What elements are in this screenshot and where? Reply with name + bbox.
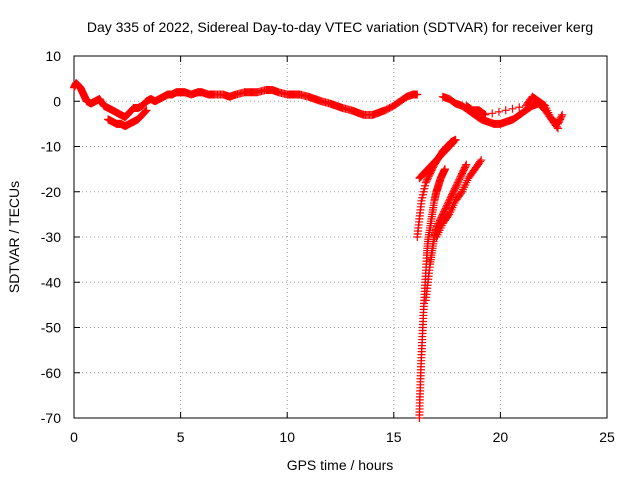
x-axis-label: GPS time / hours <box>287 457 394 473</box>
data-point <box>448 139 457 148</box>
y-tick-label: -20 <box>41 184 61 200</box>
y-tick-label: -10 <box>41 139 61 155</box>
y-tick-label: -70 <box>41 410 61 426</box>
data-point <box>142 106 151 115</box>
data-point <box>552 122 561 131</box>
chart-title: Day 335 of 2022, Sidereal Day-to-day VTE… <box>87 19 593 35</box>
series-upper-arc <box>415 137 458 183</box>
x-tick-label: 5 <box>177 429 185 445</box>
series-late-track-branch <box>462 92 562 133</box>
y-tick-label: -30 <box>41 229 61 245</box>
x-tick-label: 20 <box>493 429 509 445</box>
y-axis-label: SDTVAR / TECUs <box>6 181 22 293</box>
data-point <box>494 107 503 116</box>
data-point <box>141 107 150 116</box>
data-point <box>461 162 470 171</box>
data-point <box>141 107 150 116</box>
y-tick-label: -40 <box>41 274 61 290</box>
data-point <box>515 103 524 112</box>
data-point <box>477 156 486 165</box>
y-axis: 10 0 -10 -20 -30 -40 -50 -60 -70 <box>41 48 607 426</box>
series-dip-track-3 <box>432 156 486 241</box>
data-points <box>70 79 567 422</box>
data-point <box>448 138 457 147</box>
y-tick-label: -50 <box>41 320 61 336</box>
data-point <box>488 109 497 118</box>
data-point <box>480 110 489 119</box>
series-main-track-lower <box>104 106 151 131</box>
x-tick-label: 10 <box>279 429 295 445</box>
x-axis: 0 5 10 15 20 25 <box>70 56 615 445</box>
y-tick-label: 10 <box>45 48 61 64</box>
data-point <box>508 104 517 113</box>
data-point <box>501 106 510 115</box>
data-point <box>440 165 449 174</box>
data-point <box>553 124 562 133</box>
data-point <box>449 137 458 146</box>
data-point <box>557 112 566 121</box>
x-tick-label: 25 <box>599 429 615 445</box>
y-tick-label: 0 <box>53 93 61 109</box>
data-point <box>558 110 567 119</box>
data-point <box>476 157 485 166</box>
series-main-track <box>70 79 422 122</box>
y-tick-label: -60 <box>41 365 61 381</box>
grid-lines <box>74 56 607 418</box>
data-point <box>462 160 471 169</box>
x-tick-label: 0 <box>70 429 78 445</box>
x-tick-label: 15 <box>386 429 402 445</box>
data-point <box>413 90 422 99</box>
data-point <box>481 110 490 119</box>
